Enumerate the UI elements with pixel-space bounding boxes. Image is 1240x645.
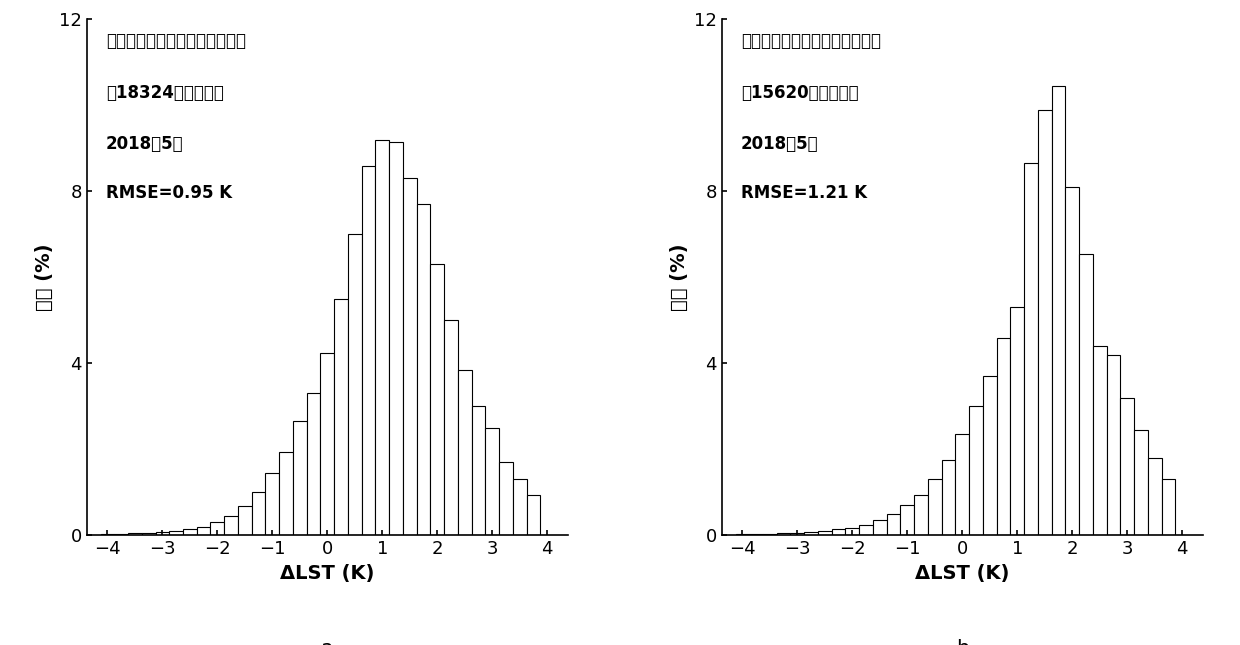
- Bar: [114, 533, 128, 535]
- Y-axis label: 频率 (%): 频率 (%): [35, 244, 53, 311]
- Bar: [197, 527, 211, 535]
- Bar: [485, 428, 500, 535]
- Bar: [471, 406, 485, 535]
- Bar: [403, 179, 417, 535]
- Bar: [776, 533, 790, 535]
- Bar: [211, 522, 224, 535]
- Bar: [238, 506, 252, 535]
- Bar: [430, 264, 444, 535]
- Bar: [1148, 458, 1162, 535]
- Bar: [749, 534, 763, 535]
- Bar: [252, 492, 265, 535]
- Bar: [859, 524, 873, 535]
- Bar: [1079, 253, 1092, 535]
- Bar: [970, 406, 983, 535]
- Text: RMSE=0.95 K: RMSE=0.95 K: [107, 184, 232, 203]
- Bar: [955, 434, 970, 535]
- Bar: [293, 421, 306, 535]
- Bar: [941, 460, 955, 535]
- Bar: [928, 479, 941, 535]
- Bar: [1106, 355, 1120, 535]
- Text: 共18324个有效像素: 共18324个有效像素: [107, 84, 224, 102]
- Text: a: a: [321, 639, 334, 645]
- Bar: [265, 473, 279, 535]
- Bar: [900, 505, 914, 535]
- Text: b: b: [956, 639, 968, 645]
- Bar: [790, 533, 805, 535]
- Bar: [417, 204, 430, 535]
- Bar: [763, 533, 776, 535]
- Bar: [527, 495, 541, 535]
- Bar: [224, 516, 238, 535]
- Bar: [997, 337, 1011, 535]
- Bar: [128, 533, 141, 535]
- Bar: [141, 533, 155, 535]
- X-axis label: ΔLST (K): ΔLST (K): [915, 564, 1009, 583]
- Y-axis label: 频率 (%): 频率 (%): [670, 244, 688, 311]
- Bar: [306, 393, 320, 535]
- Bar: [389, 142, 403, 535]
- Bar: [873, 521, 887, 535]
- Text: 2018年5月: 2018年5月: [742, 135, 818, 154]
- Bar: [832, 530, 846, 535]
- Bar: [184, 530, 197, 535]
- Bar: [444, 321, 458, 535]
- Bar: [1024, 163, 1038, 535]
- Bar: [818, 531, 832, 535]
- Bar: [914, 495, 928, 535]
- Text: 澳大利亚白天观测数据应用结果: 澳大利亚白天观测数据应用结果: [742, 32, 880, 50]
- Bar: [1052, 86, 1065, 535]
- Bar: [1092, 346, 1106, 535]
- Bar: [458, 370, 471, 535]
- Bar: [887, 514, 900, 535]
- Bar: [1135, 430, 1148, 535]
- Bar: [348, 234, 362, 535]
- Bar: [983, 376, 997, 535]
- Bar: [1065, 187, 1079, 535]
- Bar: [500, 462, 513, 535]
- Bar: [1038, 110, 1052, 535]
- Text: 澳大利亚晚上观测数据应用结果: 澳大利亚晚上观测数据应用结果: [107, 32, 246, 50]
- Bar: [1162, 479, 1176, 535]
- Bar: [1120, 398, 1135, 535]
- Text: RMSE=1.21 K: RMSE=1.21 K: [742, 184, 867, 203]
- Bar: [513, 479, 527, 535]
- Bar: [320, 353, 335, 535]
- Text: 2018年5月: 2018年5月: [107, 135, 184, 154]
- X-axis label: ΔLST (K): ΔLST (K): [280, 564, 374, 583]
- Bar: [170, 531, 184, 535]
- Bar: [805, 532, 818, 535]
- Bar: [279, 451, 293, 535]
- Bar: [376, 140, 389, 535]
- Bar: [362, 166, 376, 535]
- Bar: [155, 532, 170, 535]
- Bar: [100, 534, 114, 535]
- Bar: [335, 299, 348, 535]
- Bar: [1011, 308, 1024, 535]
- Bar: [846, 528, 859, 535]
- Text: 共15620个有效像素: 共15620个有效像素: [742, 84, 858, 102]
